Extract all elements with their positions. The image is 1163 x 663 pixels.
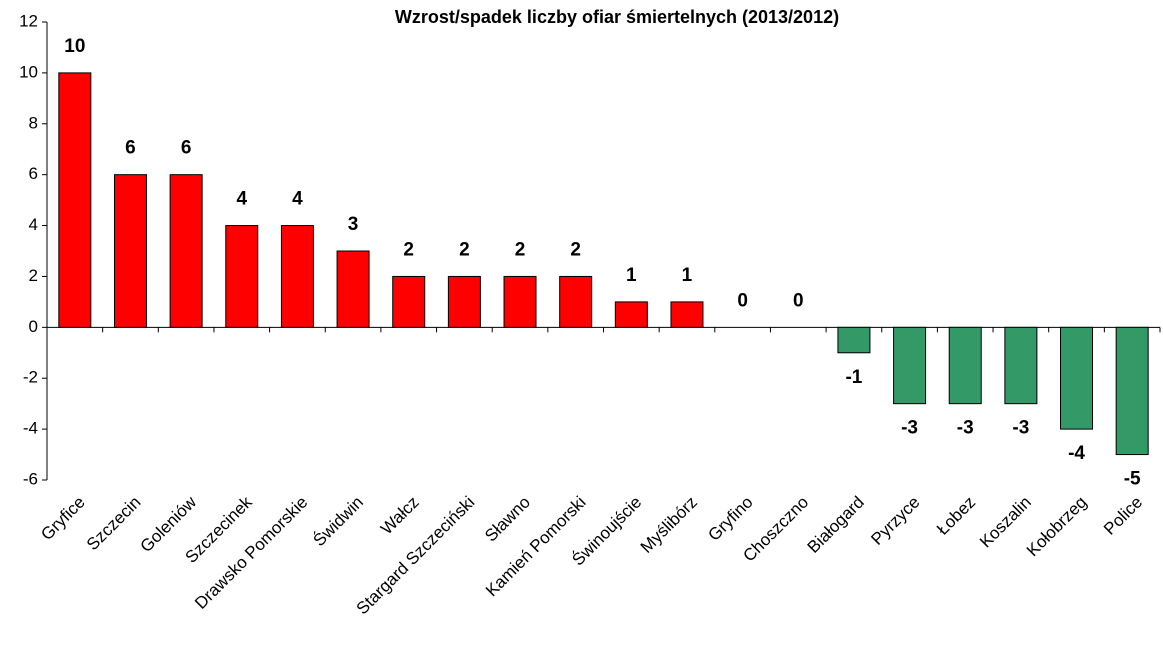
bar [1115,326,1149,456]
value-label: -3 [901,418,918,439]
x-tick-label: Drawsko Pomorskie [191,493,311,613]
value-label: 0 [793,290,804,311]
bar [113,174,147,328]
x-tick-label: Pyrzyce [867,493,923,549]
value-label: 4 [236,189,247,210]
x-tick-label: Police [1100,493,1146,539]
bar [670,301,704,328]
value-label: -5 [1124,469,1141,490]
value-label: 6 [125,138,136,159]
bar [614,301,648,328]
value-label: 2 [403,239,414,260]
bar [1004,326,1038,405]
x-tick-label: Gryfino [704,493,756,545]
value-label: -4 [1068,443,1085,464]
y-tick-label: -4 [23,419,38,438]
value-label: 2 [459,239,470,260]
value-label: -3 [957,418,974,439]
y-tick-label: 8 [29,113,38,132]
bar [169,174,203,328]
value-label: 2 [515,239,526,260]
bar [1060,326,1094,430]
bar [837,326,871,354]
bar [948,326,982,405]
y-tick-label: 2 [29,266,38,285]
value-label: 4 [292,189,303,210]
bar [392,275,426,328]
x-tick-label: Szczecin [83,493,145,555]
value-label: 0 [737,290,748,311]
x-tick-label: Gryfice [37,493,89,545]
x-tick-label: Sławno [481,493,534,546]
y-tick-label: 4 [29,215,38,234]
y-tick-label: 12 [19,11,38,30]
bar [336,250,370,328]
x-tick-label: Białogard [804,493,868,557]
y-tick-label: 10 [19,62,38,81]
value-label: -1 [845,367,862,388]
value-label: 2 [570,239,581,260]
value-label: -3 [1012,418,1029,439]
bar [225,225,259,328]
bar [893,326,927,405]
value-label: 1 [626,265,637,286]
x-tick-label: Kołobrzeg [1023,493,1091,561]
bar [447,275,481,328]
value-label: 1 [682,265,693,286]
bar [280,225,314,328]
bar [58,72,92,328]
y-tick-label: 0 [29,317,38,336]
x-tick-label: Myślibórz [637,493,701,557]
value-label: 10 [64,36,85,57]
bar [503,275,537,328]
x-tick-label: Świdwin [310,493,368,551]
value-label: 6 [181,138,192,159]
y-tick-label: -6 [23,469,38,488]
x-tick-label: Wałcz [377,493,423,539]
bar [559,275,593,328]
x-tick-label: Łobez [933,493,979,539]
y-tick-label: 6 [29,164,38,183]
chart-title: Wzrost/spadek liczby ofiar śmiertelnych … [395,7,839,27]
x-tick-label: Kamień Pomorski [482,493,590,601]
y-tick-label: -2 [23,368,38,387]
value-label: 3 [348,214,359,235]
